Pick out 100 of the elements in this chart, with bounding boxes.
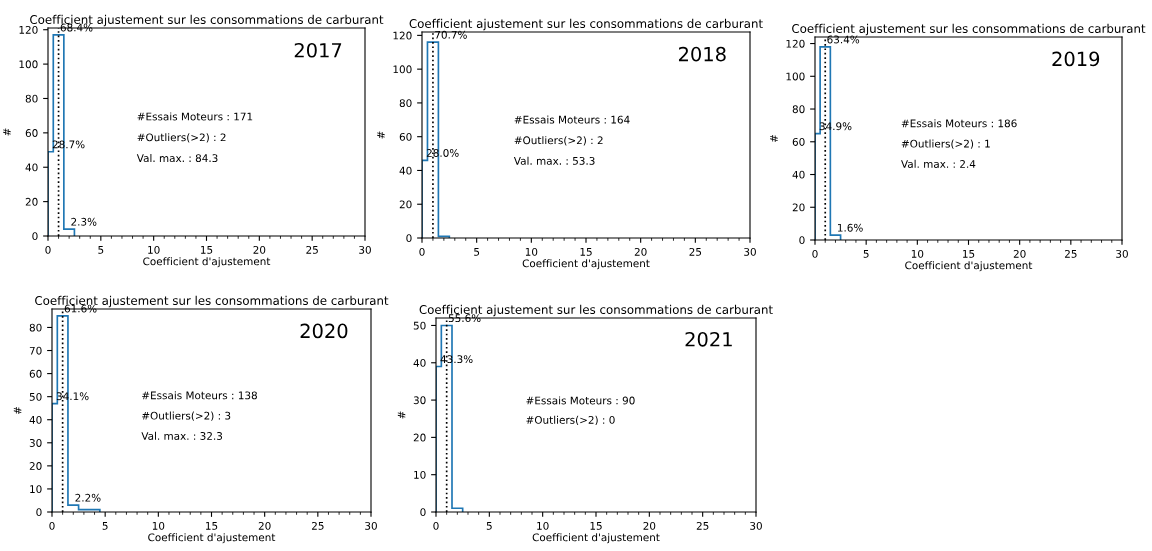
annotation: 70.7%: [435, 30, 467, 39]
y-tick-label: 80: [25, 94, 38, 103]
y-tick-label: 20: [792, 203, 805, 212]
x-tick-label: 30: [365, 521, 377, 530]
annotation: #Essais Moteurs : 186: [901, 119, 1017, 128]
annotation: #Outliers(>2) : 1: [901, 139, 990, 149]
y-tick-label: 120: [19, 25, 38, 34]
y-tick-label: 120: [786, 39, 805, 48]
y-tick-label: 0: [406, 234, 412, 243]
y-tick-label: 40: [792, 170, 805, 179]
x-tick-label: 20: [643, 521, 656, 530]
annotation: 63.4%: [827, 35, 860, 44]
annotation: 2021: [685, 331, 732, 347]
y-tick-label: 100: [786, 72, 805, 81]
y-tick-label: 10: [414, 470, 426, 479]
y-tick-label: 80: [399, 99, 412, 108]
y-tick-label: 30: [29, 439, 42, 447]
x-tick-label: 10: [152, 521, 165, 530]
x-tick-label: 30: [750, 521, 762, 530]
y-tick-label: 40: [29, 415, 42, 424]
y-tick-label: 70: [29, 346, 42, 355]
y-tick-label: 20: [25, 197, 38, 206]
y-axis-title: #: [13, 406, 22, 415]
x-tick-label: 5: [486, 522, 492, 530]
y-tick-label: 60: [25, 129, 38, 137]
annotation: 1.6%: [838, 223, 863, 232]
x-tick-label: 10: [911, 249, 924, 258]
x-tick-label: 30: [744, 247, 756, 256]
x-tick-label: 10: [148, 245, 160, 254]
y-tick-label: 40: [25, 163, 38, 172]
x-axis-title: Coefficient d'ajustement: [148, 533, 276, 544]
annotation: Val. max. : 84.3: [136, 154, 218, 163]
annotation: Val. max. : 32.3: [141, 431, 223, 440]
y-tick-label: 10: [30, 485, 42, 494]
x-tick-label: 5: [474, 248, 480, 256]
x-tick-label: 25: [1064, 249, 1077, 258]
y-tick-label: 50: [413, 321, 426, 330]
y-axis-title: #: [770, 134, 778, 143]
x-tick-label: 15: [963, 250, 975, 258]
annotation: #Outliers(>2) : 0: [526, 415, 615, 426]
y-tick-label: 80: [29, 323, 42, 332]
x-tick-label: 20: [258, 521, 271, 530]
x-tick-label: 15: [201, 246, 213, 254]
x-tick-label: 5: [863, 250, 869, 258]
y-tick-label: 80: [792, 105, 805, 114]
x-tick-label: 5: [102, 522, 108, 530]
annotation: #Essais Moteurs : 164: [514, 115, 630, 124]
chart-title: Coefficient ajustement sur les consommations de carburant: [792, 23, 1146, 36]
x-tick-label: 15: [590, 522, 602, 530]
annotation: #Essais Moteurs : 171: [137, 112, 253, 121]
y-tick-label: 0: [36, 508, 42, 517]
x-tick-label: 0: [49, 521, 55, 530]
y-tick-label: 60: [29, 369, 42, 378]
annotation: Val. max. : 53.3: [513, 156, 595, 165]
y-tick-label: 0: [420, 508, 426, 517]
y-tick-label: 20: [29, 462, 42, 470]
y-tick-label: 40: [413, 359, 426, 367]
x-tick-label: 5: [98, 246, 104, 254]
x-axis-title: Coefficient d'ajustement: [143, 257, 271, 268]
y-axis-title: #: [397, 411, 406, 419]
x-tick-label: 25: [311, 521, 324, 530]
y-tick-label: 30: [413, 396, 426, 405]
x-tick-label: 20: [634, 247, 647, 256]
y-tick-label: 50: [29, 392, 42, 401]
x-tick-label: 25: [306, 245, 318, 254]
x-tick-label: 10: [525, 247, 538, 256]
annotation: 2.3%: [71, 217, 97, 226]
annotation: #Outliers(>2) : 2: [514, 136, 603, 146]
y-tick-label: 0: [799, 236, 805, 245]
y-tick-label: 20: [399, 200, 412, 209]
x-tick-label: 30: [1116, 249, 1128, 258]
x-axis-title: Coefficient d'ajustement: [905, 261, 1033, 272]
x-tick-label: 25: [696, 521, 709, 530]
annotation: 2017: [294, 42, 342, 58]
x-tick-label: 20: [1013, 249, 1026, 258]
y-axis-title: #: [377, 131, 385, 139]
x-tick-label: 30: [359, 245, 371, 254]
annotation: 2020: [300, 323, 348, 339]
x-tick-label: 25: [689, 247, 702, 256]
x-tick-label: 20: [253, 245, 266, 254]
y-tick-label: 100: [393, 65, 412, 74]
x-tick-label: 10: [537, 521, 549, 530]
y-tick-label: 120: [393, 31, 412, 40]
annotation: 2019: [1052, 51, 1100, 67]
chart-title: Coefficient ajustement sur les consommations de carburant: [409, 18, 763, 31]
annotation: 2.2%: [75, 493, 101, 502]
x-axis-title: Coefficient d'ajustement: [522, 259, 650, 270]
y-tick-label: 60: [792, 138, 805, 146]
annotation: 2018: [678, 46, 726, 62]
annotation: #Essais Moteurs : 90: [526, 396, 635, 405]
y-tick-label: 40: [399, 166, 412, 175]
annotation: #Outliers(>2) : 3: [142, 411, 231, 421]
y-tick-label: 0: [32, 232, 38, 241]
x-tick-label: 15: [206, 522, 218, 530]
x-tick-label: 0: [812, 249, 818, 258]
x-tick-label: 0: [433, 521, 439, 530]
y-axis-title: #: [3, 128, 11, 136]
x-tick-label: 15: [580, 248, 592, 256]
annotation: #Outliers(>2) : 2: [137, 133, 226, 143]
y-tick-label: 60: [399, 132, 412, 141]
